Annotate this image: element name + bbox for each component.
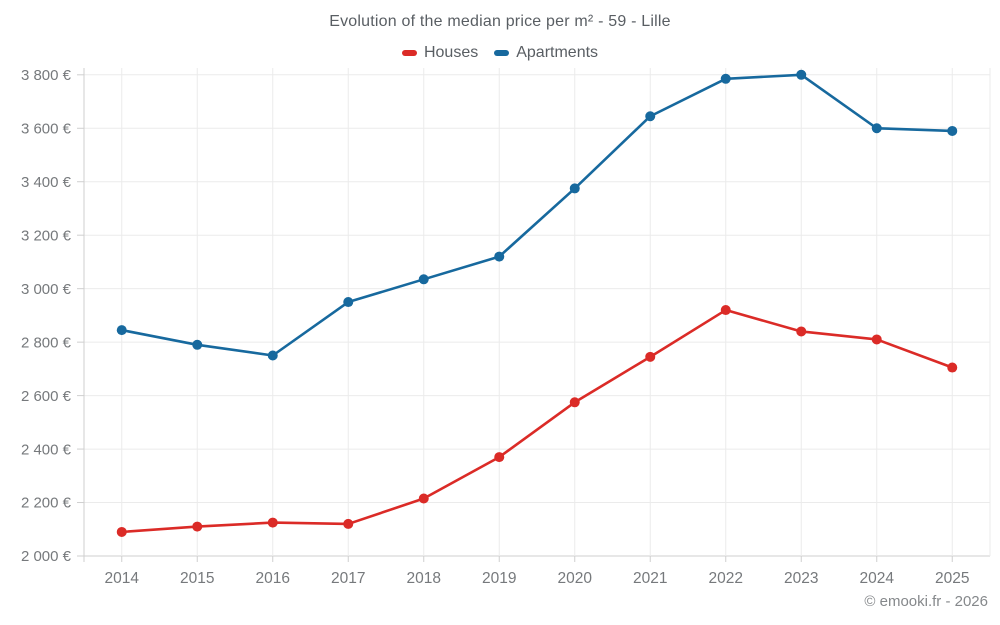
data-point-houses-2024[interactable] — [871, 334, 882, 345]
data-point-apartments-2014[interactable] — [116, 325, 127, 336]
data-point-apartments-2018[interactable] — [418, 274, 429, 285]
y-tick-label: 2 400 € — [21, 441, 72, 458]
y-tick-label: 2 600 € — [21, 388, 72, 405]
x-tick-label: 2014 — [105, 570, 140, 587]
series-line-apartments — [120, 73, 954, 357]
data-point-apartments-2022[interactable] — [720, 73, 731, 84]
y-tick-label: 3 600 € — [21, 120, 72, 137]
data-point-houses-2021[interactable] — [645, 351, 656, 362]
data-point-houses-2017[interactable] — [343, 518, 354, 529]
data-point-houses-2023[interactable] — [796, 326, 807, 337]
y-tick-label: 2 000 € — [21, 548, 72, 565]
data-point-houses-2015[interactable] — [192, 521, 203, 532]
series-line-houses — [120, 308, 954, 534]
x-tick-label: 2023 — [784, 570, 818, 587]
houses-swatch-icon — [401, 50, 417, 56]
x-tick-label: 2020 — [558, 570, 593, 587]
x-tick-label: 2016 — [256, 570, 290, 587]
attribution-text: © emooki.fr - 2026 — [864, 593, 988, 610]
data-point-apartments-2016[interactable] — [267, 350, 278, 361]
legend-item-apartments[interactable]: Apartments — [494, 44, 598, 62]
chart-legend: Houses Apartments — [0, 44, 1000, 62]
x-tick-label: 2024 — [860, 570, 895, 587]
y-tick-label: 2 800 € — [21, 334, 72, 351]
y-tick-label: 3 000 € — [21, 281, 72, 298]
data-point-houses-2025[interactable] — [947, 362, 958, 373]
y-tick-label: 3 800 € — [21, 67, 72, 84]
data-point-apartments-2024[interactable] — [871, 123, 882, 134]
legend-label-houses: Houses — [423, 44, 479, 61]
x-tick-label: 2015 — [180, 570, 214, 587]
data-point-houses-2016[interactable] — [267, 517, 278, 528]
data-point-apartments-2017[interactable] — [343, 297, 354, 308]
data-point-apartments-2020[interactable] — [569, 183, 580, 194]
data-point-houses-2018[interactable] — [418, 493, 429, 504]
data-point-houses-2014[interactable] — [116, 526, 127, 537]
x-tick-label: 2018 — [407, 570, 441, 587]
y-tick-label: 3 200 € — [21, 227, 72, 244]
data-point-apartments-2023[interactable] — [796, 69, 807, 80]
data-point-apartments-2021[interactable] — [645, 111, 656, 122]
x-tick-label: 2019 — [482, 570, 516, 587]
x-tick-label: 2021 — [633, 570, 667, 587]
data-point-houses-2019[interactable] — [494, 452, 505, 463]
y-tick-label: 2 200 € — [21, 495, 72, 512]
data-point-apartments-2015[interactable] — [192, 339, 203, 350]
x-tick-label: 2017 — [331, 570, 365, 587]
data-point-apartments-2019[interactable] — [494, 251, 505, 262]
apartments-swatch-icon — [494, 50, 510, 56]
chart-title: Evolution of the median price per m² - 5… — [329, 13, 671, 30]
legend-item-houses[interactable]: Houses — [401, 44, 479, 62]
legend-label-apartments: Apartments — [516, 44, 599, 61]
data-point-apartments-2025[interactable] — [947, 125, 958, 136]
x-tick-label: 2022 — [709, 570, 743, 587]
y-tick-label: 3 400 € — [21, 174, 72, 191]
data-point-houses-2020[interactable] — [569, 397, 580, 408]
x-tick-label: 2025 — [935, 570, 969, 587]
data-point-houses-2022[interactable] — [720, 305, 731, 316]
